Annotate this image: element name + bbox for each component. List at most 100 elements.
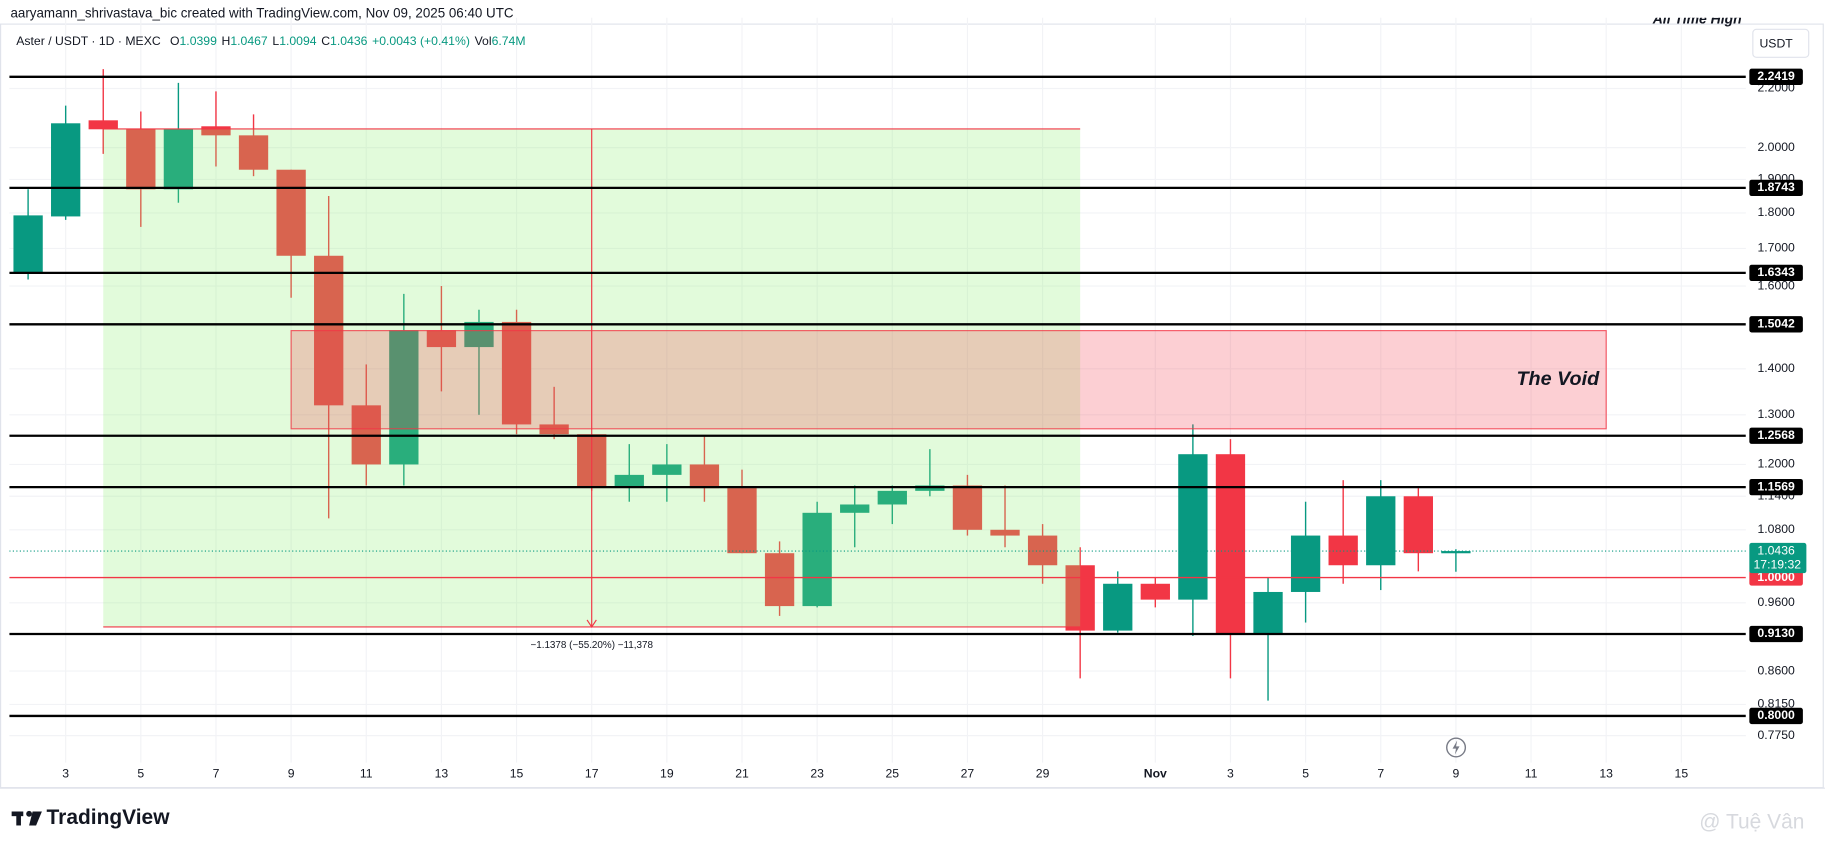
ohlc-label: L xyxy=(272,34,279,48)
symbol-legend: Aster / USDT · 1D · MEXC O1.0399 H1.0467 L1… xyxy=(16,34,525,48)
x-tick-label: 9 xyxy=(1453,766,1460,780)
ath-label: All Time High xyxy=(1652,11,1742,27)
candle-body xyxy=(1027,535,1058,566)
x-tick-label: 23 xyxy=(810,766,824,780)
level-box xyxy=(1749,264,1803,282)
candle-body xyxy=(88,120,118,130)
x-tick-label: 7 xyxy=(1377,766,1384,780)
candle-body xyxy=(1103,583,1133,631)
axes: 2.20002.00001.90001.80001.70001.60001.40… xyxy=(62,68,1807,780)
candle-body xyxy=(952,485,983,530)
red-level-box xyxy=(1749,569,1803,586)
measure-label: −1.1378 (−55.20%) −11,378 xyxy=(530,640,653,651)
candle-body xyxy=(840,504,870,513)
zone-label: The Void xyxy=(1516,368,1600,390)
y-tick-label: 1.8000 xyxy=(1757,205,1795,219)
candle-body xyxy=(464,321,494,348)
candle-body xyxy=(126,129,156,190)
x-tick-label: 15 xyxy=(1675,766,1689,780)
ohlc-label: C xyxy=(321,34,330,48)
x-tick-label: 11 xyxy=(360,766,373,780)
candle-body xyxy=(238,135,269,170)
ohlc-label: H xyxy=(222,34,231,48)
candle-body xyxy=(689,464,720,489)
candle-body xyxy=(1328,535,1358,566)
x-tick-label: 5 xyxy=(137,766,144,780)
x-tick-label: 15 xyxy=(510,766,524,780)
measure-arrowhead xyxy=(586,619,597,629)
x-tick-label: 13 xyxy=(1599,766,1613,780)
level-label: 0.9130 xyxy=(1757,626,1795,640)
candle-body xyxy=(727,488,757,554)
level-box xyxy=(1749,68,1803,85)
countdown: 17:19:32 xyxy=(1753,557,1801,571)
level-box xyxy=(1749,427,1803,444)
ohlc-value: 1.0436 xyxy=(330,34,368,48)
candle-body xyxy=(426,330,457,348)
y-tick-label: 0.8600 xyxy=(1757,663,1795,677)
x-tick-label: 7 xyxy=(213,766,220,780)
currency[interactable]: USDT xyxy=(1759,37,1793,51)
x-tick-label: 11 xyxy=(1525,766,1538,780)
x-tick-label: 13 xyxy=(435,766,449,780)
candle-body xyxy=(163,129,194,190)
candle-body xyxy=(1441,551,1471,554)
candle-body xyxy=(614,474,644,488)
last-price-label: 1.0436 xyxy=(1757,543,1795,557)
level-box xyxy=(1749,179,1803,197)
level-label: 1.2568 xyxy=(1757,428,1795,442)
volume: 6.74M xyxy=(492,34,526,48)
x-tick-label: Nov xyxy=(1144,766,1167,780)
y-tick-label: 0.9600 xyxy=(1757,595,1795,609)
ohlc-value: 1.0467 xyxy=(230,34,268,48)
currency-button[interactable] xyxy=(1752,28,1810,58)
x-tick-label: 27 xyxy=(961,766,975,780)
level-label: 1.5042 xyxy=(1757,317,1795,331)
candle-body xyxy=(51,123,81,217)
logo[interactable]: TradingView xyxy=(47,806,171,829)
replay-icon[interactable] xyxy=(1446,737,1467,758)
y-tick-label: 1.4000 xyxy=(1757,361,1795,375)
candles xyxy=(13,69,1471,701)
x-tick-label: 17 xyxy=(585,766,599,780)
candle-body xyxy=(1065,565,1095,631)
candle-body xyxy=(990,529,1020,536)
y-tick-label: 1.7000 xyxy=(1757,241,1795,255)
level-box xyxy=(1749,707,1803,725)
overlay: The Void All Time High xyxy=(9,11,1746,718)
y-tick-label: 1.0800 xyxy=(1757,522,1795,536)
ohlc-value: 1.0399 xyxy=(180,34,218,48)
candle-body xyxy=(1403,496,1433,554)
candle-body xyxy=(877,490,907,505)
level-box xyxy=(1749,478,1803,496)
ohlc-value: 1.0094 xyxy=(279,34,317,48)
level-label: 2.2419 xyxy=(1757,69,1795,83)
candle-body xyxy=(1253,591,1283,634)
level-label: 1.6343 xyxy=(1757,265,1795,279)
ohlc-label: O xyxy=(170,34,180,48)
candle-body xyxy=(501,321,532,425)
candle-body xyxy=(1366,496,1396,566)
level-box xyxy=(1749,316,1803,333)
candle-body xyxy=(276,169,306,256)
y-tick-label: 0.7750 xyxy=(1757,728,1795,742)
candle-body xyxy=(389,330,419,465)
logo-mark xyxy=(11,810,42,826)
level-label: 1.8743 xyxy=(1757,180,1795,194)
volume-label: Vol xyxy=(475,34,492,48)
y-tick-label: 1.3000 xyxy=(1757,407,1795,421)
x-tick-label: 21 xyxy=(735,766,749,780)
candle-body xyxy=(1215,454,1246,634)
watermark: @ Tuệ Vân xyxy=(1699,811,1804,834)
candle-body xyxy=(13,215,43,273)
y-tick-label: 2.0000 xyxy=(1757,140,1795,154)
level-label: 1.1569 xyxy=(1757,479,1795,493)
x-tick-label: 5 xyxy=(1302,766,1309,780)
candle-body xyxy=(652,464,682,475)
x-tick-label: 3 xyxy=(62,766,69,780)
x-tick-label: 25 xyxy=(885,766,899,780)
symbol: Aster / USDT · 1D · MEXC xyxy=(16,34,161,48)
candle-body xyxy=(201,126,231,136)
